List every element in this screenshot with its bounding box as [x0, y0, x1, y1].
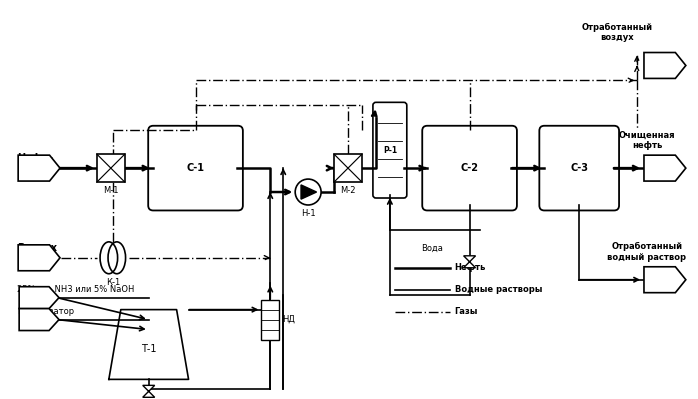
- Text: Воздух: Воздух: [17, 243, 57, 253]
- Polygon shape: [19, 287, 59, 308]
- Text: Водные растворы: Водные растворы: [454, 285, 542, 294]
- Polygon shape: [142, 385, 155, 397]
- Text: Очищенная
нефть: Очищенная нефть: [618, 130, 675, 150]
- Bar: [261, 300, 279, 340]
- Text: Отработанный
водный раствор: Отработанный водный раствор: [607, 242, 686, 262]
- Text: 25% р-р NH3 или 5% NaOH: 25% р-р NH3 или 5% NaOH: [17, 285, 135, 294]
- Text: Газы: Газы: [454, 307, 478, 316]
- Circle shape: [295, 179, 321, 205]
- Text: Отработанный
воздух: Отработанный воздух: [581, 23, 653, 42]
- Polygon shape: [18, 155, 60, 181]
- Text: НД: НД: [282, 315, 295, 324]
- Polygon shape: [19, 308, 59, 330]
- FancyBboxPatch shape: [148, 126, 243, 210]
- Ellipse shape: [100, 242, 117, 274]
- Text: С-2: С-2: [461, 163, 479, 173]
- Text: С-1: С-1: [186, 163, 205, 173]
- Text: Катализатор: Катализатор: [17, 307, 74, 316]
- FancyBboxPatch shape: [422, 126, 517, 210]
- Text: М-2: М-2: [340, 186, 356, 195]
- Text: М-1: М-1: [103, 186, 119, 195]
- Polygon shape: [463, 256, 475, 268]
- Polygon shape: [644, 267, 686, 293]
- Text: С-3: С-3: [570, 163, 588, 173]
- Polygon shape: [18, 245, 60, 271]
- Polygon shape: [644, 53, 686, 79]
- Text: Р-1: Р-1: [383, 146, 397, 155]
- Polygon shape: [644, 155, 686, 181]
- Polygon shape: [109, 310, 188, 379]
- Polygon shape: [301, 185, 317, 199]
- Bar: [97, 154, 125, 182]
- Text: Т-1: Т-1: [141, 344, 156, 354]
- Text: Н-1: Н-1: [301, 209, 315, 218]
- Text: Нефть: Нефть: [454, 263, 486, 272]
- FancyBboxPatch shape: [373, 102, 407, 198]
- Text: Нефть: Нефть: [17, 153, 54, 163]
- Text: К-1: К-1: [105, 278, 120, 287]
- Text: Вода: Вода: [421, 244, 443, 253]
- FancyBboxPatch shape: [540, 126, 619, 210]
- Bar: [334, 154, 362, 182]
